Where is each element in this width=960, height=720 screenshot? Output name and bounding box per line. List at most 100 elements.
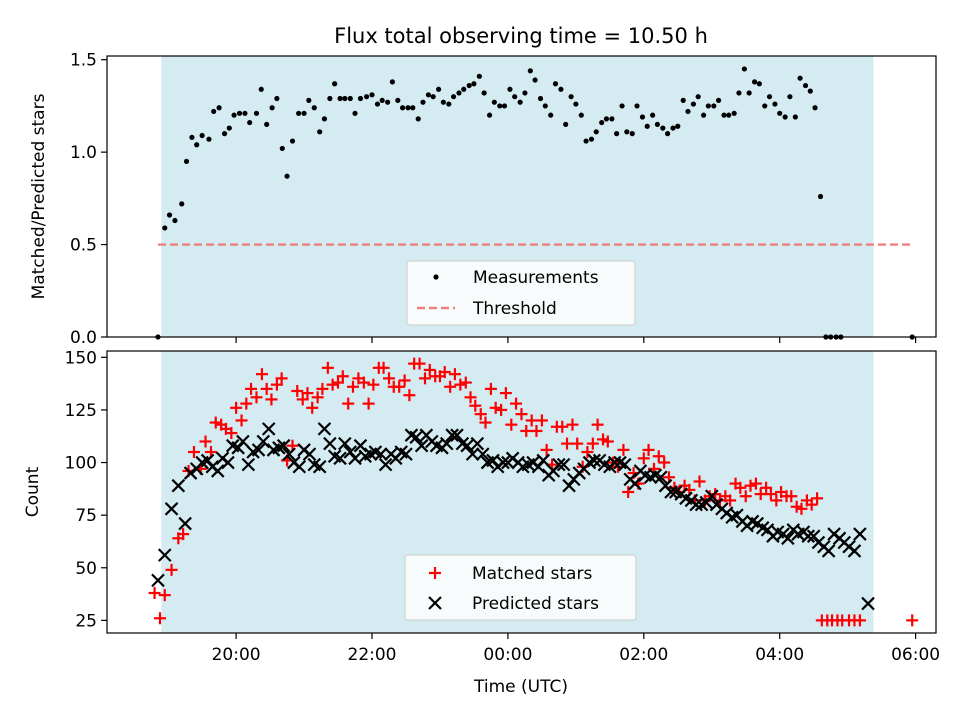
predicted-star-point [821,544,836,558]
measurement-point [721,112,727,118]
predicted-star-point [450,428,464,442]
measurement-point [542,103,548,109]
matched-star-point [505,418,518,431]
matched-star-point [520,424,533,437]
matched-star-point [177,528,190,541]
measurement-point [284,173,290,179]
y-tick-label: 75 [75,506,97,526]
measurement-point [736,90,742,96]
matched-star-point [165,563,178,576]
count-y-ticks: 25 50 75 100 125 150 [65,348,107,631]
matched-star-point [760,481,773,494]
predicted-star-point [157,548,172,562]
predicted-star-point [781,531,795,546]
matched-star-point [693,475,706,488]
matched-star-point [265,393,278,406]
predicted-star-point [374,447,388,461]
predicted-star-point [465,447,480,461]
matched-star-point [525,414,538,427]
predicted-star-point [282,447,296,461]
measurement-point [352,110,358,116]
measurement-point [183,158,190,164]
measurement-point [578,112,584,118]
matched-star-point [479,416,492,429]
measurement-point [446,101,452,107]
count-y-axis-label: Count [23,466,43,517]
count-panel: 25 50 75 100 125 150 20:00 22:00 00:00 02:00 04:0… [23,348,940,697]
predicted-star-point [664,485,678,499]
measurement-point [301,110,307,116]
measurement-point [317,129,323,135]
legend-measurement-marker [433,274,439,280]
y-tick-label: 50 [75,559,97,579]
matched-star-point [586,437,599,450]
measurement-point [236,110,243,116]
matched-star-point [413,357,426,370]
legend-measurements-label: Measurements [473,268,599,288]
measurement-point [206,136,212,142]
matched-star-point [535,414,548,427]
measurement-point [701,112,707,118]
measurement-point [264,121,270,128]
matched-star-point [530,424,543,437]
legend-predicted-label: Predicted stars [472,594,599,614]
measurement-point [221,131,228,137]
predicted-star-point [618,457,632,472]
matched-star-point [459,376,472,389]
matched-star-point [474,408,487,421]
measurement-point [807,88,813,94]
x-tick-label: 22:00 [348,645,397,665]
matched-star-point [566,418,579,431]
measurement-point [311,105,317,111]
x-tick-label: 00:00 [483,645,532,665]
predicted-star-point [536,453,551,468]
measurement-point [369,92,375,98]
measurement-point [430,94,436,100]
measurement-point [772,101,778,107]
measurement-point [777,110,783,116]
measurement-point [450,94,457,100]
ratio-legend-box [406,260,636,326]
measurement-point [680,97,686,103]
matched-star-point [622,486,635,498]
measurement-point [481,90,487,96]
measurement-point [491,99,497,105]
matched-star-point [561,437,574,450]
predicted-star-point [312,459,327,474]
measurement-point [726,112,732,118]
predicted-star-point [475,447,490,461]
matched-star-point [464,391,477,404]
legend-threshold-label: Threshold [472,299,557,319]
measurement-point [162,225,168,231]
matched-star-point [336,370,349,383]
measurement-point [274,95,280,102]
predicted-star-point [853,527,867,541]
matched-star-point [906,614,919,627]
measurement-point [327,95,333,102]
ratio-x-ticks [235,337,917,343]
matched-star-point [225,427,238,440]
measurement-point [695,94,701,100]
measurement-point [731,110,737,116]
matched-star-point [199,435,212,448]
measurement-point [258,86,264,92]
y-tick-label: 100 [65,454,97,474]
y-tick-label: 1.0 [70,143,97,163]
matched-star-point [734,481,747,494]
measurement-point [226,125,232,131]
matched-star-point [489,401,502,414]
matched-star-point [658,456,671,469]
matched-star-point [346,380,359,393]
y-tick-label: 1.5 [70,51,97,71]
measurement-point [583,138,589,144]
measurement-point [639,114,646,120]
count-panel-frame [106,350,937,634]
matched-star-point [448,368,461,381]
measurement-point [172,217,178,224]
measurement-point [247,119,253,126]
predicted-star-point [261,422,276,436]
measurement-point [211,108,217,115]
predicted-star-point [256,434,271,449]
measurement-point [242,110,248,116]
